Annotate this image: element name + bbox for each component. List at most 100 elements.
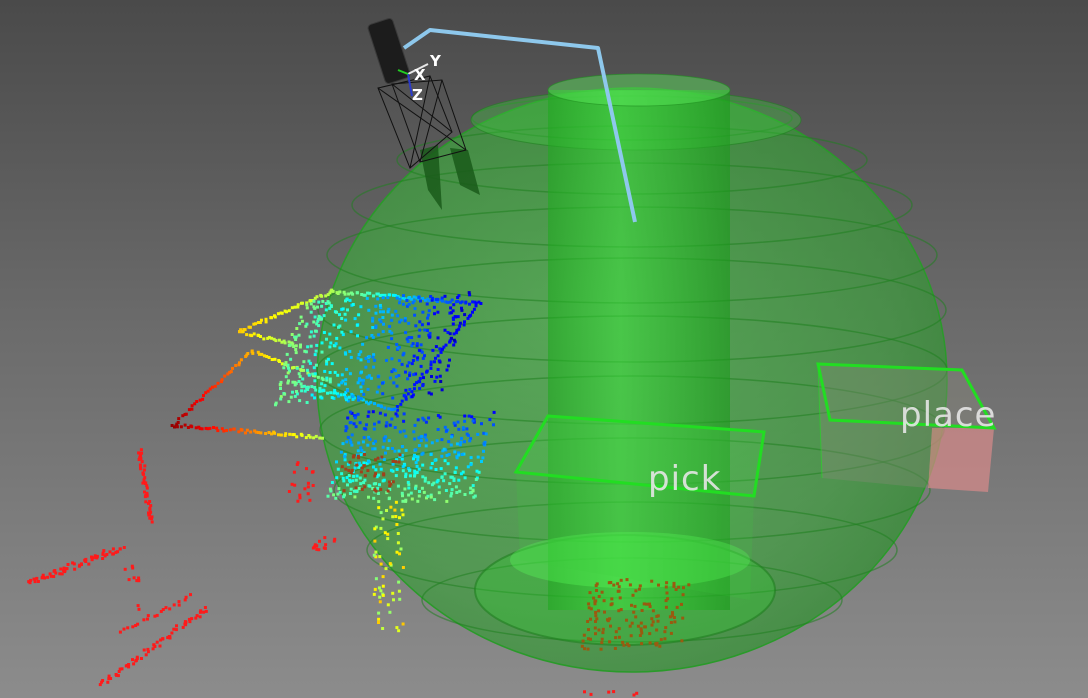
cloud-point [414,372,418,376]
bottom-point-cloud[interactable] [340,452,691,651]
cloud-point [84,557,88,561]
obstacle-point-cloud[interactable] [27,448,639,697]
cloud-point [348,372,352,376]
cloud-point [309,302,313,306]
cloud-point [592,596,596,600]
cloud-point [401,499,405,503]
cloud-point [305,322,309,326]
cloud-point [78,563,82,567]
cloud-point [436,336,440,340]
cloud-point [442,447,446,451]
cloud-point [463,476,467,480]
place-region[interactable]: place [816,362,997,492]
cloud-point [298,345,302,349]
planned-trajectory[interactable] [402,28,637,223]
cloud-point [382,458,386,461]
cloud-point [443,472,447,476]
cloud-point [453,340,457,344]
cloud-point [248,325,252,329]
cloud-point [153,645,157,648]
cloud-point [336,292,340,295]
cloud-point [382,322,385,326]
cloud-point [453,450,457,454]
cloud-point [423,328,427,332]
cloud-point [216,381,220,385]
cloud-point [303,487,307,491]
cloud-point [392,368,396,372]
cloud-point [391,408,395,412]
cloud-point [335,460,338,464]
cloud-point [421,356,425,360]
cloud-point [453,471,457,474]
cloud-point [394,500,398,504]
cloud-point [469,486,473,490]
cloud-point [411,393,415,397]
cloud-point [297,333,301,337]
cloud-point [388,610,392,614]
cloud-point [200,427,204,431]
cloud-point [443,328,447,332]
cloud-point [658,644,662,648]
object-point-cloud[interactable] [170,288,483,440]
cloud-point [245,333,249,337]
cloud-point [492,423,495,427]
cloud-point [664,585,668,589]
cloud-point [292,345,296,348]
cloud-point [370,334,374,337]
cloud-point [393,369,397,373]
cloud-point [250,350,254,354]
cloud-point [420,452,424,456]
cloud-point [284,432,288,436]
cloud-point [371,447,375,451]
cloud-point [435,480,439,484]
cloud-point [204,426,208,430]
cloud-point [101,557,105,560]
cloud-point [289,357,293,361]
cloud-point [298,493,302,497]
cloud-point [458,489,462,493]
cloud-point [398,552,401,556]
cloud-point [462,323,466,327]
cloud-point [581,639,585,643]
cloud-point [388,293,392,297]
cloud-point [454,315,458,319]
cloud-point [340,472,344,476]
cloud-point [373,587,377,591]
cloud-point [395,343,399,346]
cloud-point [474,478,478,481]
cloud-point [117,670,121,673]
cloud-point [599,647,603,651]
cloud-point [80,562,83,566]
cloud-point [439,467,443,471]
cloud-point [107,674,111,678]
cloud-point [467,291,471,295]
cloud-point [407,361,411,365]
cloud-point [421,384,425,388]
cloud-point [420,434,424,438]
gripper[interactable]: X Y Z [367,18,480,210]
cloud-point [378,411,382,415]
cloud-point [669,621,673,624]
cloud-point [462,452,466,456]
frame-axes: X Y Z [397,52,442,104]
cloud-point [418,320,422,324]
surface-point-cloud[interactable] [326,410,496,633]
cloud-point [406,364,409,368]
cloud-point [328,306,332,310]
pick-region[interactable]: pick [513,414,766,600]
cloud-point [587,628,590,632]
cloud-point [320,341,324,345]
cloud-point [330,481,334,484]
cloud-point [410,390,414,394]
cloud-point [336,467,340,471]
cloud-point [322,314,326,318]
cloud-point [363,452,366,456]
cloud-point [606,618,609,622]
cloud-point [399,547,403,551]
reach-cylinder[interactable] [510,73,750,610]
cloud-point [378,555,382,559]
cloud-point [240,428,244,432]
cloud-point [387,439,391,443]
